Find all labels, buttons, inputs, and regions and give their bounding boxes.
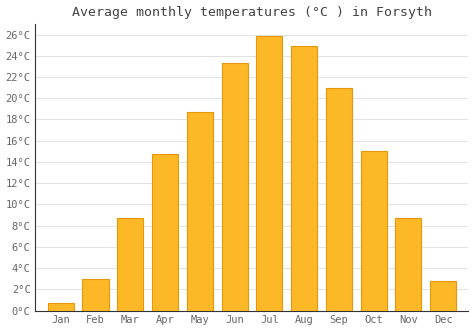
- Bar: [221, 63, 247, 310]
- Bar: [187, 112, 213, 310]
- Bar: [82, 279, 109, 310]
- Bar: [291, 46, 317, 310]
- Bar: [48, 303, 74, 310]
- Bar: [152, 155, 178, 310]
- Bar: [326, 88, 352, 310]
- Bar: [395, 218, 421, 310]
- Bar: [256, 35, 283, 310]
- Bar: [430, 281, 456, 310]
- Bar: [117, 218, 143, 310]
- Bar: [361, 151, 387, 310]
- Title: Average monthly temperatures (°C ) in Forsyth: Average monthly temperatures (°C ) in Fo…: [72, 6, 432, 19]
